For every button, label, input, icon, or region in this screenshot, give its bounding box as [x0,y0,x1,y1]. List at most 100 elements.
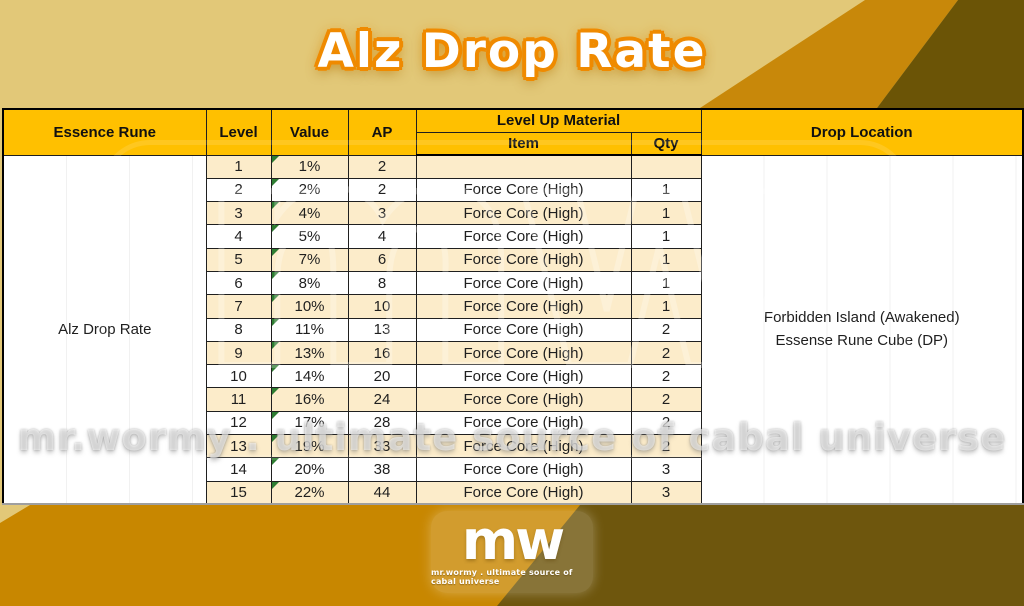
item-cell: Force Core (High) [415,224,632,249]
value-cell: 19% [270,434,349,459]
drop-rate-table-wrap: Essence Rune Level Value AP Level Up Mat… [2,108,1024,506]
value-cell: 10% [270,294,349,319]
header-value: Value [270,108,349,156]
qty-cell: 2 [630,317,702,342]
level-cell: 1 [205,154,272,179]
value-cell: 11% [270,317,349,342]
mw-logo-badge: mw mr.wormy . ultimate source of cabal u… [431,511,593,593]
item-cell: Force Core (High) [415,247,632,272]
error-indicator-icon [271,318,279,326]
ap-cell: 8 [347,270,417,296]
table-row: 4 5% 4 Force Core (High) 1 [3,224,1023,249]
value-cell: 16% [270,387,349,412]
level-cell: 12 [205,410,272,436]
value-cell: 5% [270,224,349,249]
value-cell: 1% [270,154,349,179]
value-cell: 22% [270,480,349,505]
qty-cell: 1 [630,177,702,203]
ap-cell: 10 [347,294,417,319]
item-cell: Force Core (High) [415,457,632,482]
error-indicator-icon [271,365,279,373]
item-cell: Force Core (High) [415,364,632,389]
level-cell: 13 [205,434,272,459]
item-cell: Force Core (High) [415,410,632,436]
level-cell: 11 [205,387,272,412]
value-cell: 4% [270,201,349,226]
value-cell: 2% [270,177,349,203]
level-cell: 15 [205,480,272,505]
error-indicator-icon [271,341,279,349]
error-indicator-icon [271,481,279,489]
level-cell: 3 [205,201,272,226]
error-indicator-icon [271,388,279,396]
table-row: 15 22% 44 Force Core (High) 3 [3,480,1023,505]
essence-rune-cell: Alz Drop Rate [2,154,207,505]
table-row: 13 19% 33 Force Core (High) 2 [3,434,1023,459]
header-item: Item [415,131,632,156]
error-indicator-icon [271,295,279,303]
value-cell: 7% [270,247,349,272]
ap-cell: 16 [347,340,417,366]
table-row: 7 10% 10 Force Core (High) 1 [3,294,1023,319]
error-indicator-icon [271,435,279,443]
item-cell: Force Core (High) [415,294,632,319]
ap-cell: 44 [347,480,417,505]
error-indicator-icon [271,248,279,256]
table-row: 3 4% 3 Force Core (High) 1 [3,201,1023,226]
level-cell: 7 [205,294,272,319]
item-cell: Force Core (High) [415,480,632,505]
qty-cell: 1 [630,270,702,296]
level-cell: 9 [205,340,272,366]
header-row-2: Item Qty [3,131,1023,156]
qty-cell: 2 [630,410,702,436]
item-cell: Force Core (High) [415,387,632,412]
error-indicator-icon [271,155,279,163]
header-level: Level [205,108,272,156]
value-cell: 20% [270,457,349,482]
header-drop-location: Drop Location [700,108,1024,156]
ap-cell: 24 [347,387,417,412]
header-row-1: Essence Rune Level Value AP Level Up Mat… [2,108,1024,156]
qty-cell: 3 [630,480,702,505]
qty-cell [630,154,702,179]
level-cell: 10 [205,364,272,389]
drop-location-cell: Forbidden Island (Awakened) Essense Rune… [700,154,1024,505]
value-cell: 8% [270,270,349,296]
table-row: 6 8% 8 Force Core (High) 1 [3,270,1023,296]
qty-cell: 1 [630,294,702,319]
mw-logo-text: mw [461,509,565,573]
qty-cell: 1 [630,247,702,272]
level-cell: 2 [205,177,272,203]
ap-cell: 33 [347,434,417,459]
drop-location-line2: Essense Rune Cube (DP) [775,332,949,350]
ap-cell: 38 [347,457,417,482]
error-indicator-icon [271,411,279,419]
level-cell: 6 [205,270,272,296]
drop-location-line1: Forbidden Island (Awakened) [763,308,960,326]
qty-cell: 1 [630,201,702,226]
item-cell [415,154,632,179]
ap-cell: 2 [347,154,417,179]
ap-cell: 28 [347,410,417,436]
mw-logo-tagline: mr.wormy . ultimate source of cabal univ… [431,567,573,586]
level-cell: 8 [205,317,272,342]
qty-cell: 2 [630,364,702,389]
level-cell: 5 [205,247,272,272]
error-indicator-icon [271,225,279,233]
error-indicator-icon [271,178,279,186]
item-cell: Force Core (High) [415,201,632,226]
table-row: 9 13% 16 Force Core (High) 2 [3,340,1023,366]
bottom-band-dark-shape [497,505,1024,606]
table-row: 8 11% 13 Force Core (High) 2 [3,317,1023,342]
value-cell: 13% [270,340,349,366]
ap-cell: 4 [347,224,417,249]
item-cell: Force Core (High) [415,434,632,459]
page-title: Alz Drop Rate [317,24,707,79]
header-qty: Qty [630,131,702,156]
drop-rate-table: Essence Rune Level Value AP Level Up Mat… [2,108,1024,506]
qty-cell: 3 [630,457,702,482]
ap-cell: 20 [347,364,417,389]
qty-cell: 2 [630,387,702,412]
